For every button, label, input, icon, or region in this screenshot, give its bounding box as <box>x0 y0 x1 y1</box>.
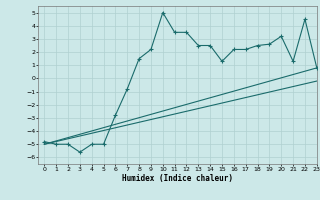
X-axis label: Humidex (Indice chaleur): Humidex (Indice chaleur) <box>122 174 233 183</box>
